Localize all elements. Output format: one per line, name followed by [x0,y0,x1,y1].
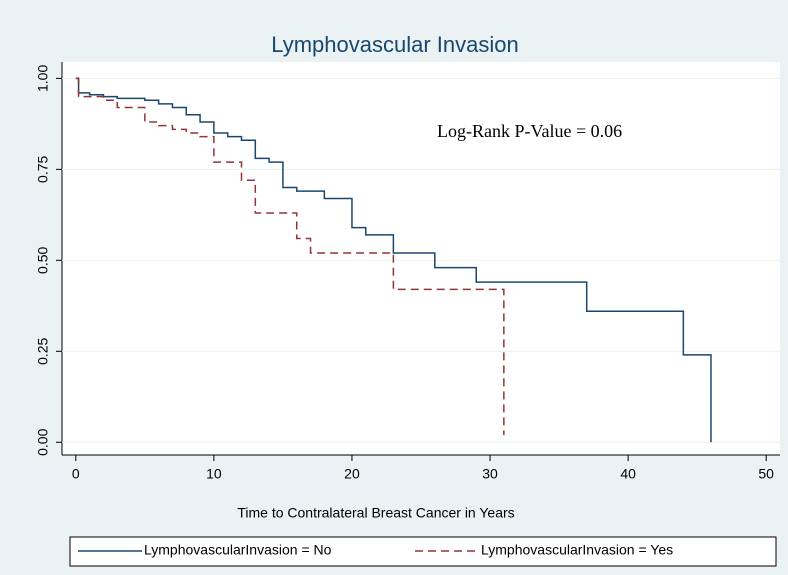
y-tick-label: 0.00 [35,428,51,455]
x-tick-label: 30 [482,466,498,482]
x-axis-label: Time to Contralateral Breast Cancer in Y… [237,505,514,521]
x-tick-label: 0 [72,466,80,482]
annotation: Log-Rank P-Value = 0.06 [437,121,622,141]
survival-line [75,77,712,443]
y-tick-label: 0.75 [35,156,51,183]
plot-area [62,62,780,455]
x-tick-label: 20 [344,466,360,482]
y-tick-label: 0.25 [35,337,51,364]
x-tick-label: 10 [206,466,222,482]
chart-title: Lymphovascular Invasion [271,32,518,57]
y-tick-label: 1.00 [35,65,51,92]
y-tick-label: 0.50 [35,246,51,273]
x-tick-label: 50 [758,466,774,482]
survival-line [75,77,505,435]
legend-label: LymphovascularInvasion = No [144,542,332,558]
legend-label: LymphovascularInvasion = Yes [481,542,673,558]
x-tick-label: 40 [620,466,636,482]
